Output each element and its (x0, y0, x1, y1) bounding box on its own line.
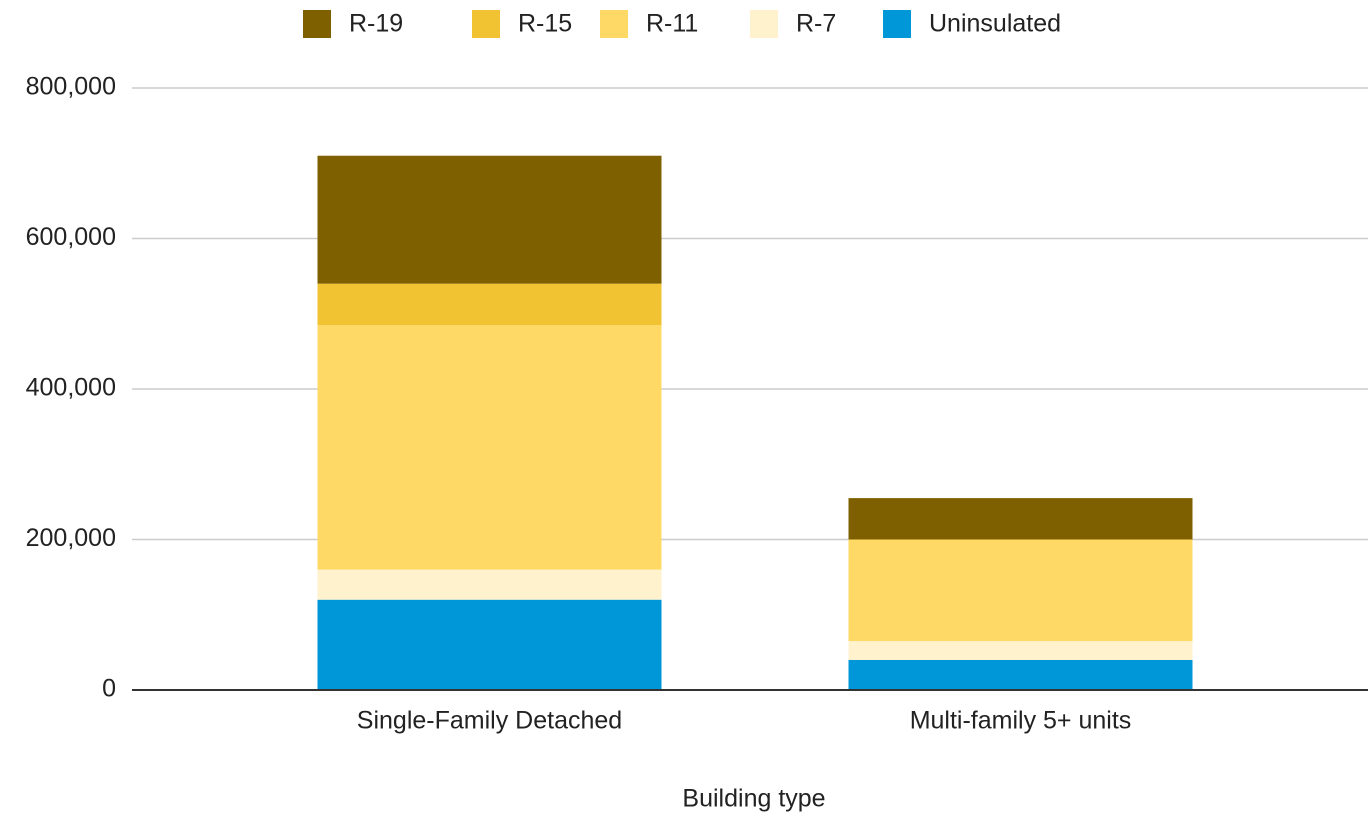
y-tick-label: 200,000 (26, 524, 116, 552)
x-tick-label: Single-Family Detached (357, 707, 622, 735)
legend-swatch (472, 10, 500, 38)
x-axis-title: Building type (682, 785, 825, 813)
legend-label: R-15 (518, 10, 572, 38)
bar-segment (848, 498, 1193, 540)
bar-segment (317, 283, 662, 326)
x-tick-label: Multi-family 5+ units (910, 707, 1132, 735)
legend-swatch (883, 10, 911, 38)
bar-segment (848, 659, 1193, 690)
legend-swatch (600, 10, 628, 38)
bar-segment (317, 599, 662, 690)
legend-label: R-11 (646, 10, 698, 38)
bar-segment (848, 641, 1193, 660)
legend-swatch (750, 10, 778, 38)
y-tick-label: 800,000 (26, 73, 116, 101)
y-tick-label: 400,000 (26, 374, 116, 402)
legend-label: Uninsulated (929, 10, 1061, 38)
bar-segment (317, 155, 662, 284)
legend-label: R-7 (796, 10, 836, 38)
bar-segment (317, 325, 662, 570)
y-tick-label: 0 (102, 675, 116, 703)
y-tick-label: 600,000 (26, 223, 116, 251)
bar-segment (848, 539, 1193, 642)
legend-label: R-19 (349, 10, 403, 38)
legend-swatch (303, 10, 331, 38)
bar-segment (317, 569, 662, 600)
